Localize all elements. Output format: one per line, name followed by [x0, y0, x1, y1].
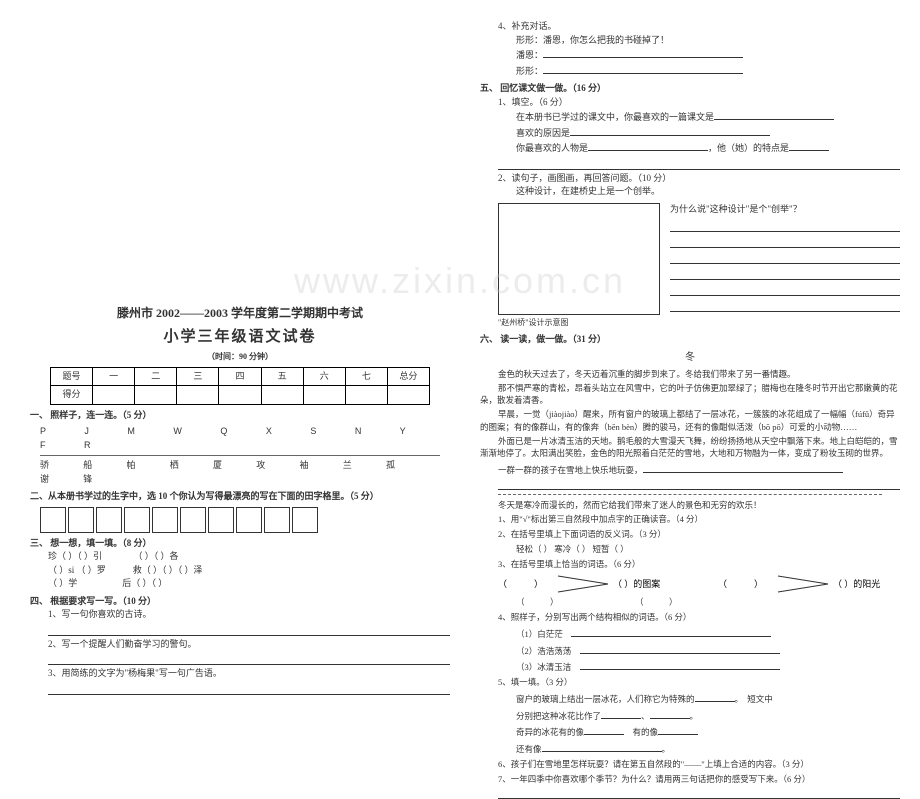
- para-2: 那不惧严寒的青松，昂着头站立在风雪中，它的叶子仿佛更加翠绿了；腊梅也在隆冬时节开…: [480, 382, 900, 407]
- q4-1: （1）白茫茫: [516, 626, 900, 641]
- th-1: 一: [93, 367, 135, 386]
- s4-q3: 3、用简练的文字为"杨梅果"写一句广告语。: [30, 667, 450, 681]
- passage-title: 冬: [480, 350, 900, 365]
- tianzige-row: [30, 507, 450, 533]
- exam-title-line1: 滕州市 2002——2003 学年度第二学期期中考试: [30, 304, 450, 322]
- bracket-icon: （ ） （ ）的图案 （ ） （ ）的阳光: [498, 572, 898, 594]
- s3-line1: 珍（ ）（ ）引 （ ）（ ）各: [30, 550, 450, 564]
- q2: 2、在括号里填上下面词语的反义词。（3 分）: [498, 528, 900, 541]
- th-0: 题号: [51, 367, 93, 386]
- separator: [498, 494, 882, 495]
- hanzi-row: 骄 船 帕 栖 厦 攻 袖 兰 孤 谢 锋: [30, 459, 450, 486]
- blank-line: [48, 624, 450, 636]
- q3-row1: （ ） （ ）的图案 （ ） （ ）的阳光: [498, 572, 882, 594]
- q5e: 还有像。: [516, 741, 900, 756]
- section-1-title: 一、 照样子，连一连。（5 分）: [30, 409, 450, 423]
- q4: 4、照样子，分别写出两个结构相似的词语。（6 分）: [498, 611, 900, 624]
- para-3: 早晨，一觉（jiàojiào）醒来，所有窗户的玻璃上都结了一层冰花，一簇簇的冰花…: [480, 408, 900, 433]
- q5b: 分别把这种冰花比作了、。: [516, 708, 900, 723]
- q1: 1、用"√"标出第三自然段中加点字的正确读音。（4 分）: [498, 513, 900, 526]
- section-2-title: 二、从本册书学过的生字中，选 10 个你认为写得最漂亮的写在下面的田字格里。（5…: [30, 490, 450, 504]
- para-1: 金色的秋天过去了，冬天迈着沉重的脚步到来了。冬给我们带来了另一番情趣。: [480, 368, 900, 380]
- char-box: [40, 507, 66, 533]
- q6: 6、孩子们在雪地里怎样玩耍？请在第五自然段的"——"上填上合适的内容。（3 分）: [498, 758, 900, 771]
- s4-q1: 1、写一句你喜欢的古诗。: [30, 608, 450, 622]
- section-3-title: 三、 想一想，填一填。（8 分）: [30, 537, 450, 551]
- why-label: 为什么说"这种设计"是个"创举"？: [670, 203, 900, 217]
- s5-q1c: 你最喜欢的人物是，他（她）的特点是: [480, 140, 900, 156]
- section-5-title: 五、 回忆课文做一做。（16 分）: [480, 82, 900, 96]
- q5a: 窗户的玻璃上结出一层冰花，人们称它为特殊的。 短文中: [516, 691, 900, 706]
- q5: 5、填一填。（3 分）: [498, 676, 900, 689]
- q4-3: （3）冰清玉洁: [516, 659, 900, 674]
- s4-q4a: 形形：潘恩，你怎么把我的书碰掉了！: [480, 34, 900, 48]
- q4-2: （2）浩浩荡荡: [516, 643, 900, 658]
- exam-title-line2: 小学三年级语文试卷: [30, 326, 450, 349]
- q3-row2: （ ） （ ）: [516, 596, 900, 609]
- section-4-title: 四、 根据要求写一写。（10 分）: [30, 595, 450, 609]
- svg-text:（ ）的图案: （ ）的图案: [613, 578, 660, 589]
- th-3: 三: [177, 367, 219, 386]
- s5-q1a: 在本册书已学过的课文中，你最喜欢的一篇课文是: [480, 109, 900, 125]
- right-page: 4、补充对话。 形形：潘恩，你怎么把我的书碰掉了！ 潘恩： 形形： 五、 回忆课…: [480, 20, 900, 632]
- q5c: 奇异的冰花有的像 有的像: [516, 724, 900, 739]
- s4-q4c: 形形：: [480, 63, 900, 79]
- s4-q4: 4、补充对话。: [480, 20, 900, 34]
- drawing-box: [498, 203, 660, 315]
- th-5: 五: [261, 367, 303, 386]
- th-7: 七: [345, 367, 387, 386]
- q7: 7、一年四季中你喜欢哪个季节？为什么？请用两三句话把你的感受写下来。（6 分）: [498, 773, 900, 786]
- exam-time: （时间：90 分钟）: [30, 351, 450, 363]
- th-2: 二: [135, 367, 177, 386]
- blank-line: [498, 787, 900, 799]
- s5-q2: 2、读句子，画图画，再回答问题。（10 分）: [480, 172, 900, 186]
- section-6-title: 六、 读一读，做一做。（31 分）: [480, 333, 900, 347]
- blank-line: [48, 653, 450, 665]
- q2a: 轻松（ ） 寒冷（ ） 短暂（ ）: [516, 543, 900, 556]
- para-6: 冬天是寒冷而漫长的，然而它给我们带来了迷人的景色和无穷的欢乐！: [480, 499, 900, 511]
- th-8: 总分: [387, 367, 429, 386]
- score-table: 题号 一 二 三 四 五 六 七 总分 得分: [50, 367, 430, 405]
- s3-line2: （ ）si （ ）罗 救（ ）（ ）（ ）泽: [30, 564, 450, 578]
- s5-q2a: 这种设计，在建桥史上是一个创举。: [480, 185, 900, 199]
- q3: 3、在括号里填上恰当的词语。（6 分）: [498, 558, 900, 571]
- th-6: 六: [303, 367, 345, 386]
- blank-line: [498, 158, 900, 170]
- why-column: 为什么说"这种设计"是个"创举"？: [670, 203, 900, 316]
- figure-caption: "赵州桥"设计示意图: [480, 317, 900, 329]
- left-page: 滕州市 2002——2003 学年度第二学期期中考试 小学三年级语文试卷 （时间…: [30, 300, 450, 632]
- s4-q2: 2、写一个提醒人们勤奋学习的警句。: [30, 638, 450, 652]
- s5-q1: 1、填空。（6 分）: [480, 96, 900, 110]
- s5-q1b: 喜欢的原因是: [480, 125, 900, 141]
- svg-text:（ ）的阳光: （ ）的阳光: [833, 578, 880, 589]
- para-4: 外面已是一片冰清玉洁的天地。鹅毛般的大雪漫天飞舞，纷纷扬扬地从天空中飘落下来。地…: [480, 435, 900, 460]
- svg-text:（ ）: （ ）: [718, 579, 763, 589]
- blank-line: [48, 683, 450, 695]
- figure-wrap: 为什么说"这种设计"是个"创举"？: [480, 203, 900, 316]
- s4-q4b: 潘恩：: [480, 47, 900, 63]
- blank-line: [498, 478, 900, 490]
- row2-label: 得分: [51, 386, 93, 405]
- svg-text:（ ）: （ ）: [498, 579, 543, 589]
- pinyin-row: P J M W Q X S N Y F R: [30, 425, 450, 452]
- para-5: 一群一群的孩子在雪地上快乐地玩耍，: [480, 462, 900, 476]
- s3-line3: （ ）学 后（ ）（ ）: [30, 577, 450, 591]
- th-4: 四: [219, 367, 261, 386]
